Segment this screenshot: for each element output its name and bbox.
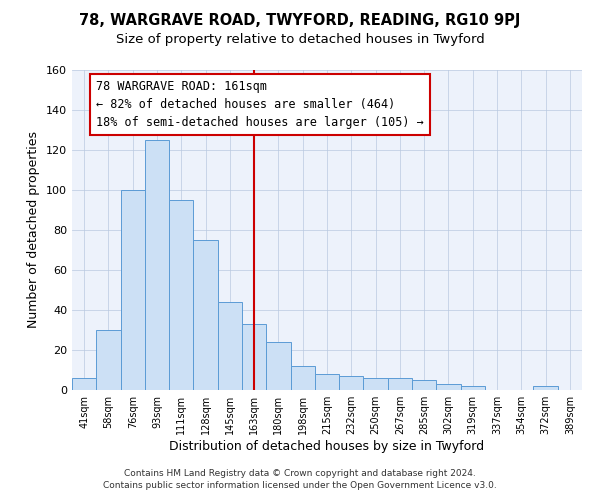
Bar (145, 140, 169, 390)
Bar (315, 374, 339, 390)
Bar (218, 302, 242, 390)
Text: 78 WARGRAVE ROAD: 161sqm
← 82% of detached houses are smaller (464)
18% of semi-: 78 WARGRAVE ROAD: 161sqm ← 82% of detach… (96, 80, 424, 129)
Bar (412, 380, 436, 390)
Bar (388, 378, 412, 390)
Bar (436, 384, 461, 390)
Text: Contains public sector information licensed under the Open Government Licence v3: Contains public sector information licen… (103, 481, 497, 490)
Text: 78, WARGRAVE ROAD, TWYFORD, READING, RG10 9PJ: 78, WARGRAVE ROAD, TWYFORD, READING, RG1… (79, 12, 521, 28)
Bar (339, 376, 364, 390)
Bar (72, 378, 96, 390)
Bar (169, 200, 193, 390)
Bar (533, 386, 558, 390)
Bar (193, 240, 218, 390)
Y-axis label: Number of detached properties: Number of detached properties (28, 132, 40, 328)
Bar (266, 342, 290, 390)
X-axis label: Distribution of detached houses by size in Twyford: Distribution of detached houses by size … (169, 440, 485, 453)
Bar (461, 386, 485, 390)
Bar (242, 324, 266, 390)
Text: Size of property relative to detached houses in Twyford: Size of property relative to detached ho… (116, 32, 484, 46)
Bar (96, 330, 121, 390)
Bar (364, 378, 388, 390)
Text: Contains HM Land Registry data © Crown copyright and database right 2024.: Contains HM Land Registry data © Crown c… (124, 468, 476, 477)
Bar (121, 190, 145, 390)
Bar (290, 366, 315, 390)
